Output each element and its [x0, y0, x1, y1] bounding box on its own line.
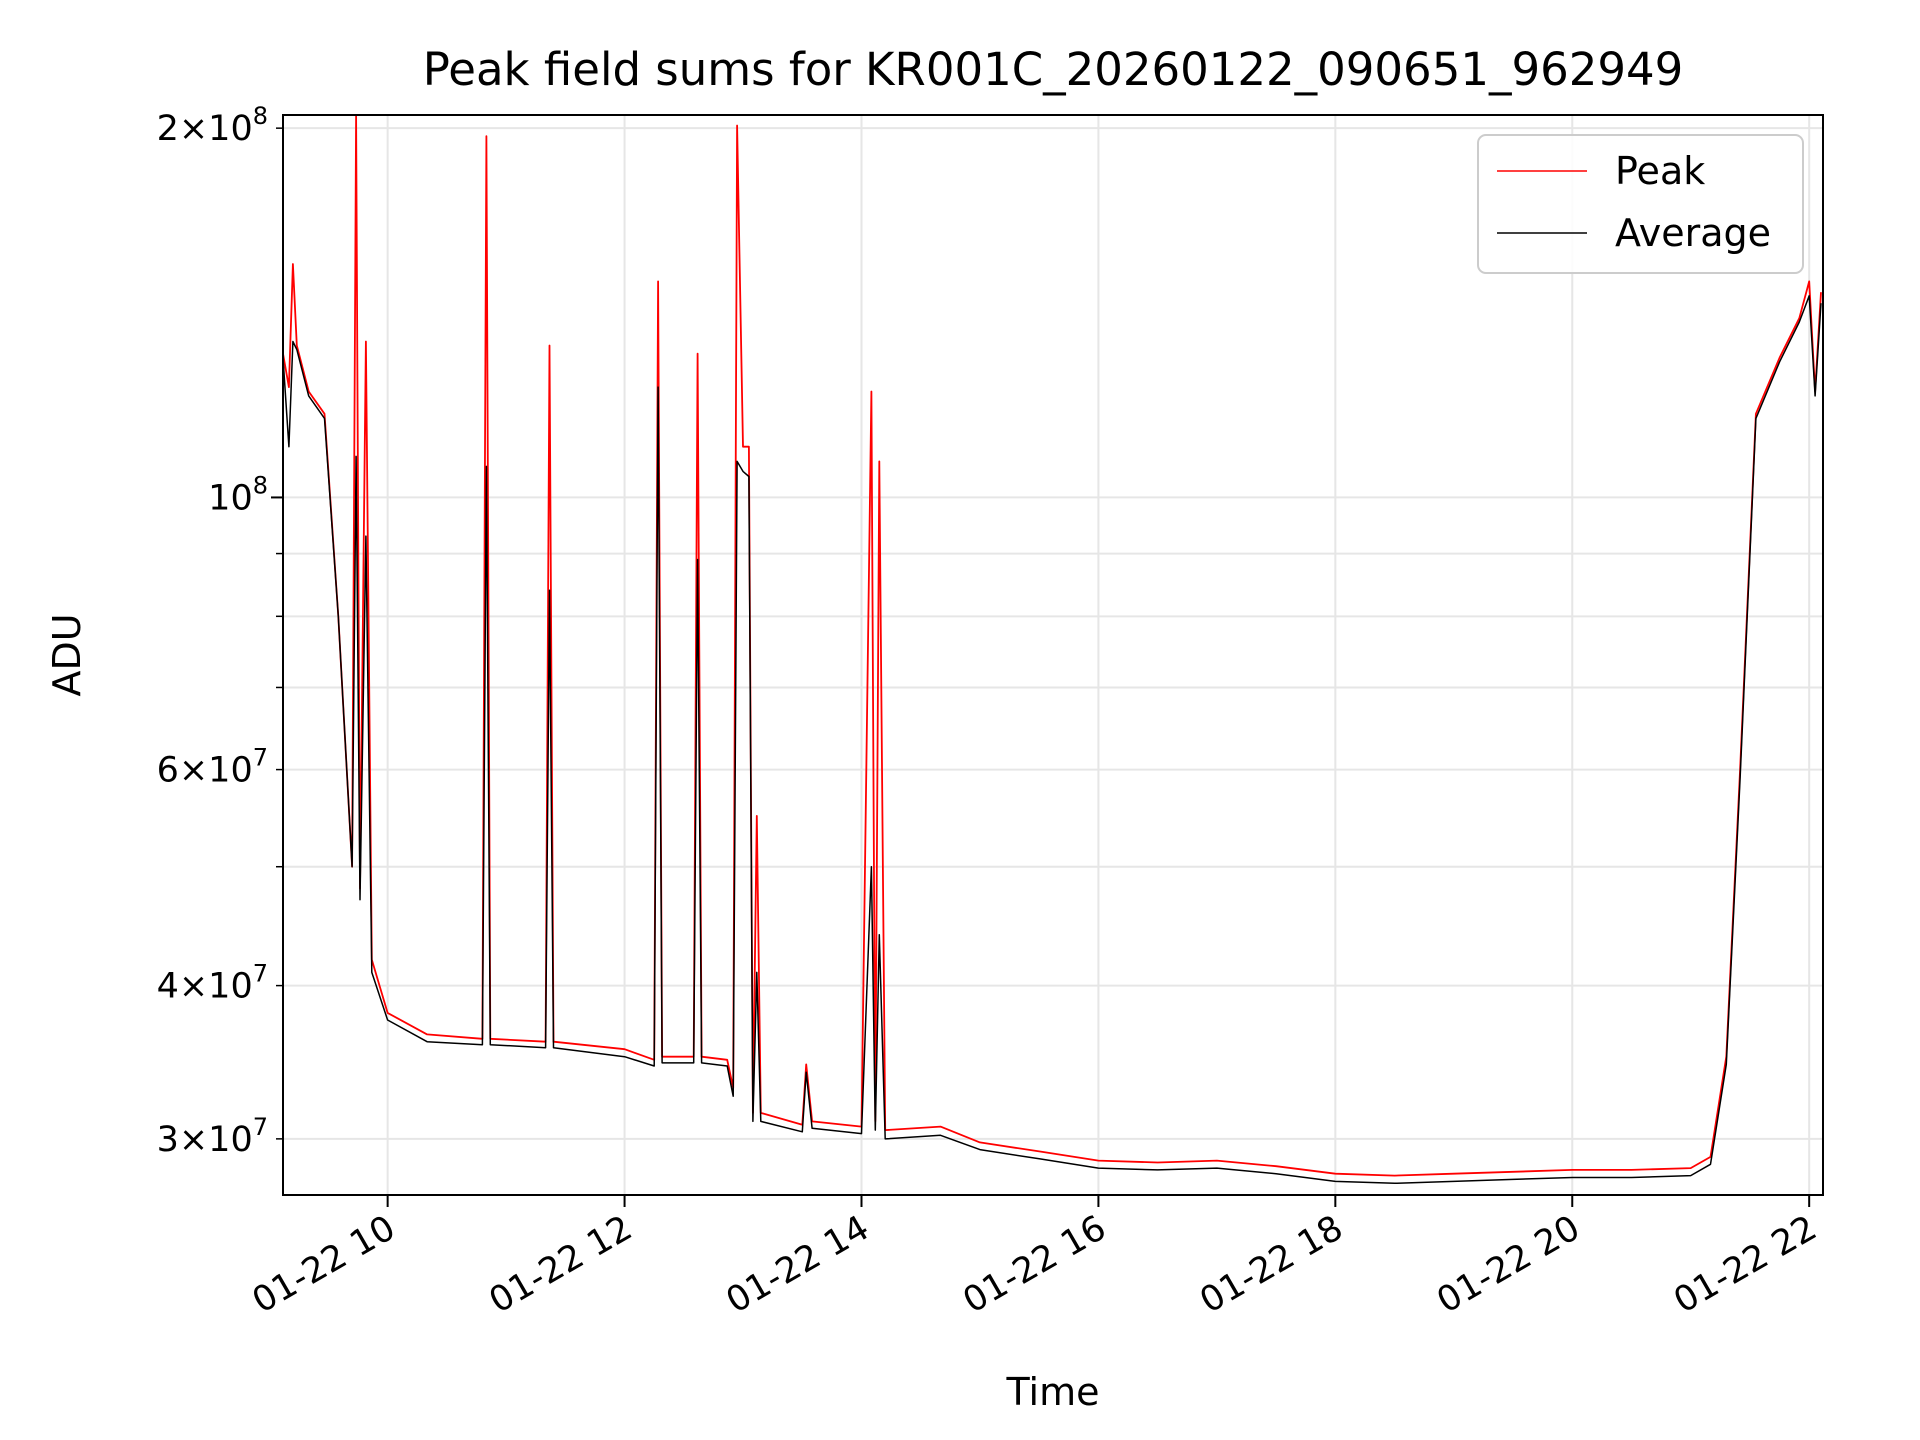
legend: Peak Average	[1477, 134, 1804, 274]
y-tick-label: 2×108	[157, 102, 268, 149]
y-axis: 3×107 4×107 6×107 108 2×108	[157, 102, 283, 1160]
y-axis-label: ADU	[45, 613, 89, 696]
legend-box	[1477, 134, 1804, 274]
grid	[283, 115, 1823, 1195]
y-tick-label: 108	[208, 471, 268, 518]
y-tick-label: 3×107	[157, 1113, 268, 1160]
series-line-average	[283, 295, 1822, 1185]
series-layer	[283, 115, 1822, 1185]
legend-label-average: Average	[1615, 211, 1771, 255]
legend-label-peak: Peak	[1615, 149, 1705, 193]
y-tick-label: 6×107	[157, 744, 268, 791]
plot-frame	[282, 114, 1824, 1196]
x-axis-label: Time	[1006, 1370, 1100, 1414]
y-tick-label: 4×107	[157, 960, 268, 1007]
chart-title: Peak field sums for KR001C_20260122_0906…	[423, 43, 1683, 96]
